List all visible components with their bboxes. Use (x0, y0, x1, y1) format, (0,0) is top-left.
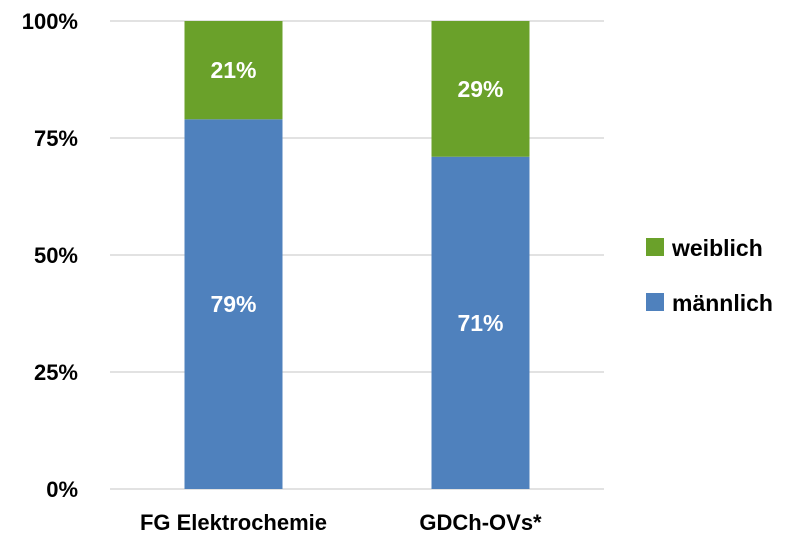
x-category-label: GDCh-OVs* (419, 510, 542, 535)
data-label: 71% (457, 310, 503, 336)
legend: weiblich männlich (646, 235, 773, 316)
bar-segment-weiblich (184, 21, 283, 120)
legend-swatch (646, 293, 664, 311)
y-tick-label: 0% (46, 477, 78, 502)
data-label: 79% (210, 291, 256, 317)
data-label: 21% (210, 57, 256, 83)
y-axis: 0% 25% 50% 75% 100% (22, 9, 78, 502)
x-axis: FG Elektrochemie GDCh-OVs* (140, 510, 542, 535)
bar-segment-weiblich (431, 21, 530, 157)
y-tick-label: 75% (34, 126, 78, 151)
y-tick-label: 25% (34, 360, 78, 385)
legend-label: weiblich (671, 235, 763, 261)
data-label: 29% (457, 76, 503, 102)
bars: 79% 21% 71% 29% (184, 21, 530, 489)
legend-label: männlich (672, 290, 773, 316)
gridlines (110, 20, 604, 490)
x-category-label: FG Elektrochemie (140, 510, 327, 535)
legend-swatch (646, 238, 664, 256)
bar-segment-maennlich (431, 156, 530, 489)
y-tick-label: 50% (34, 243, 78, 268)
bar-segment-maennlich (184, 119, 283, 489)
y-tick-label: 100% (22, 9, 78, 34)
